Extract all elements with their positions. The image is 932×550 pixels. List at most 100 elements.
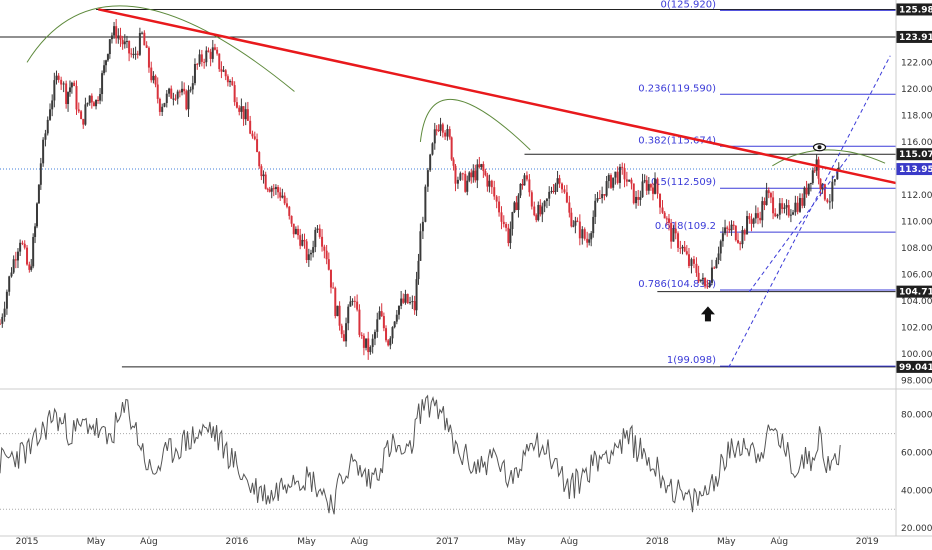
candle-body — [590, 233, 593, 240]
candle-body — [685, 251, 688, 255]
price-tick-label: 102.000 — [901, 324, 932, 334]
candle-body — [726, 227, 729, 229]
price-level-tag — [896, 30, 932, 43]
candle-body — [353, 300, 356, 302]
candle-body — [706, 286, 709, 288]
candle-body — [554, 184, 557, 192]
candle-body — [444, 132, 447, 137]
candle-body — [242, 106, 245, 120]
price-tick-label: 110.000 — [901, 218, 932, 228]
candle-body — [792, 212, 795, 215]
candle-body — [574, 220, 577, 226]
candle-body — [82, 118, 85, 125]
time-tick-label: 2016 — [225, 537, 248, 547]
candle-body — [117, 35, 120, 39]
candle-body — [550, 190, 553, 192]
descending-trendline[interactable] — [98, 8, 897, 185]
candle-body — [10, 272, 13, 277]
candle-body — [500, 212, 503, 222]
candle-body — [229, 81, 232, 83]
candle-body — [181, 88, 184, 93]
candle-body — [301, 239, 304, 246]
candle-body — [643, 180, 646, 182]
candle-body — [28, 264, 31, 270]
candle-body — [224, 70, 227, 77]
candle-body — [614, 171, 617, 178]
candle-body — [545, 198, 548, 202]
time-axis[interactable]: 2015 May Aug 2016 May Aug 2017 May Aug 2018 May Aug… — [16, 536, 879, 547]
candle-body — [244, 109, 247, 120]
candle-body — [409, 302, 412, 304]
candle-body — [767, 190, 770, 194]
rsi-line — [0, 394, 841, 515]
candle-body — [266, 188, 269, 190]
price-panel[interactable]: 0(125.920) 0.236(119.590) 0.382(115.674) 0.… — [0, 0, 897, 368]
candle-body — [505, 224, 508, 228]
candle-body — [598, 197, 601, 199]
candle-body — [92, 102, 95, 107]
price-axis[interactable]: 98.000 100.000 102.000 104.000 106.000 108.00… — [896, 3, 932, 387]
candle-body — [736, 240, 739, 243]
price-level-tag-label: 113.955 — [899, 165, 932, 175]
price-tick-label: 116.000 — [901, 138, 932, 148]
candle-body — [572, 225, 575, 227]
candle-body — [332, 287, 335, 289]
candle-body — [233, 85, 236, 103]
candle-body — [811, 170, 814, 184]
candle-body — [781, 203, 784, 209]
candle-body — [75, 86, 78, 110]
candle-body — [132, 54, 135, 56]
candle-body — [670, 222, 673, 242]
candle-body — [833, 179, 836, 182]
rsi-panel[interactable] — [0, 394, 896, 515]
price-tick-label: 112.000 — [901, 191, 932, 201]
candle-body — [609, 175, 612, 188]
time-tick-label: 2015 — [16, 537, 39, 547]
candle-body — [369, 347, 372, 353]
candle-body — [35, 203, 38, 227]
candle-body — [163, 103, 166, 107]
candle-body — [578, 221, 581, 239]
candle-body — [347, 306, 350, 324]
candle-body — [823, 184, 826, 200]
candle-body — [283, 195, 286, 204]
candle-body — [592, 216, 595, 234]
candle-body — [603, 194, 606, 196]
candle-body — [470, 172, 473, 178]
candle-body — [521, 183, 524, 186]
time-tick-label: 2018 — [646, 537, 669, 547]
candle-body — [380, 311, 383, 317]
candle-body — [558, 178, 561, 184]
rsi-axis[interactable]: 20.000 40.000 60.000 80.000 — [901, 411, 932, 535]
candle-body — [294, 228, 297, 235]
candle-body — [32, 237, 35, 267]
candle-body — [316, 228, 319, 230]
candle-body — [125, 40, 128, 42]
candle-body — [776, 214, 779, 217]
candle-body — [385, 328, 388, 341]
candle-body — [495, 196, 498, 202]
candle-body — [123, 41, 126, 45]
candle-body — [621, 166, 624, 169]
arc-curve — [26, 5, 295, 92]
candle-body — [523, 175, 526, 186]
arrow-up-icon — [700, 306, 715, 322]
candle-body — [77, 109, 80, 112]
candle-body — [340, 325, 343, 335]
time-tick-label: 2019 — [856, 537, 879, 547]
candle-body — [623, 168, 626, 180]
candle-body — [586, 238, 589, 243]
candle-body — [759, 217, 762, 221]
candle-body — [325, 250, 328, 260]
candle-body — [400, 298, 403, 306]
candle-body — [5, 291, 8, 309]
candle-body — [198, 54, 201, 65]
candle-body — [437, 130, 440, 132]
candle-body — [19, 242, 22, 252]
candle-body — [3, 308, 6, 317]
candle-body — [645, 180, 648, 191]
candle-body — [49, 109, 52, 120]
candle-body — [305, 241, 308, 261]
candle-body — [130, 53, 133, 55]
